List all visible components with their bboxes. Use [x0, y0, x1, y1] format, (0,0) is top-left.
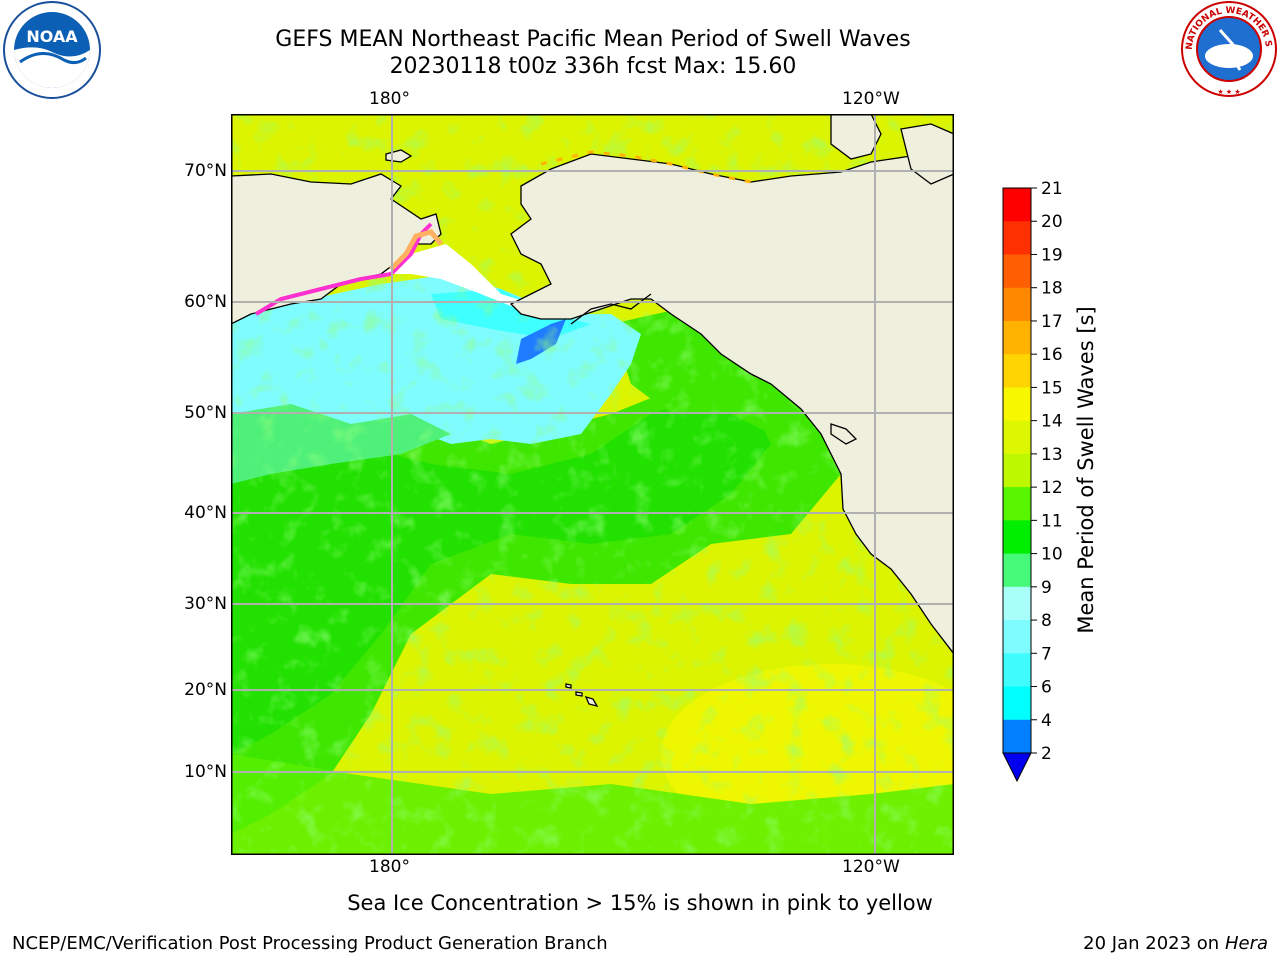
lat-label-50n: 50°N	[184, 403, 227, 423]
map-title: GEFS MEAN Northeast Pacific Mean Period …	[275, 27, 911, 52]
graticule	[231, 114, 954, 855]
colorbar-bin	[1003, 287, 1031, 322]
lat-label-10n: 10°N	[184, 762, 227, 782]
colorbar-bin	[1003, 586, 1031, 621]
sea-ice-note: Sea Ice Concentration > 15% is shown in …	[347, 891, 933, 915]
colorbar-tick-label: 19	[1041, 245, 1063, 265]
map-subtitle: 20230118 t00z 336h fcst Max: 15.60	[389, 54, 797, 79]
colorbar-tick-label: 10	[1041, 545, 1063, 565]
colorbar-under-arrow	[1002, 752, 1032, 783]
lon-label-180-top: 180°	[369, 89, 410, 109]
sea-ice-north	[540, 150, 752, 184]
colorbar-tick-label: 20	[1041, 212, 1063, 232]
colorbar: 21 20 19 18 17 16 15 14 13 12 11 10 9 8 7 6 4 2	[1002, 180, 1063, 783]
colorbar-bin	[1003, 420, 1031, 455]
lat-label-40n: 40°N	[184, 503, 227, 523]
sea-ice-fringe	[389, 229, 443, 271]
footer-left: NCEP/EMC/Verification Post Processing Pr…	[12, 933, 608, 954]
colorbar-bin	[1003, 653, 1031, 688]
colorbar-bin	[1003, 620, 1031, 654]
lat-label-20n: 20°N	[184, 680, 227, 700]
lat-label-60n: 60°N	[184, 292, 227, 312]
land	[231, 114, 954, 708]
footer-host: Hera	[1224, 933, 1268, 954]
lon-label-180-bottom: 180°	[369, 857, 410, 877]
colorbar-tick-label: 7	[1041, 644, 1052, 664]
colorbar-bin	[1003, 320, 1031, 355]
colorbar-tick-label: 9	[1041, 578, 1052, 598]
lon-label-120w-bottom: 120°W	[842, 857, 900, 877]
colorbar-tick-label: 17	[1041, 312, 1063, 332]
colorbar-tick-label: 11	[1041, 511, 1063, 531]
colorbar-tick-label: 2	[1041, 744, 1052, 764]
colorbar-tick-label: 12	[1041, 478, 1063, 498]
colorbar-bin	[1003, 520, 1031, 555]
colorbar-tick-label: 15	[1041, 378, 1063, 398]
colorbar-title: Mean Period of Swell Waves [s]	[1074, 306, 1098, 634]
colorbar-bin	[1003, 354, 1031, 388]
colorbar-tick-label: 8	[1041, 611, 1052, 631]
colorbar-bin	[1003, 254, 1031, 289]
ice-free-gap	[381, 244, 576, 319]
lat-label-30n: 30°N	[184, 594, 227, 614]
noaa-logo-text: NOAA	[26, 27, 78, 46]
colorbar-bin	[1003, 453, 1031, 488]
colorbar-tick-label: 21	[1041, 180, 1063, 199]
noaa-logo-icon: NOAA	[3, 1, 101, 99]
svg-text:★ ★ ★: ★ ★ ★	[1217, 88, 1240, 96]
colorbar-tick-label: 6	[1041, 678, 1052, 698]
map-panel[interactable]	[231, 114, 954, 855]
footer-date: 20 Jan 2023 on	[1083, 933, 1225, 954]
lon-label-120w-top: 120°W	[842, 89, 900, 109]
colorbar-tick-label: 13	[1041, 445, 1063, 465]
colorbar-bin	[1003, 487, 1031, 521]
colorbar-bin	[1003, 188, 1031, 222]
colorbar-bin	[1003, 553, 1031, 588]
colorbar-bin	[1003, 686, 1031, 721]
colorbar-tick-label: 14	[1041, 412, 1063, 432]
colorbar-tick-label: 16	[1041, 345, 1063, 365]
colorbar-tick-label: 18	[1041, 279, 1063, 299]
colorbar-bin	[1003, 387, 1031, 422]
lat-label-70n: 70°N	[184, 161, 227, 181]
footer-right: 20 Jan 2023 on Hera	[1083, 933, 1268, 954]
map-frame	[231, 114, 954, 855]
colorbar-tick-label: 4	[1041, 711, 1052, 731]
colorbar-bin	[1003, 719, 1031, 754]
colorbar-frame	[1002, 187, 1032, 754]
nws-logo-icon: ★ ★ ★ NATIONAL WEATHER SERVICE	[1180, 0, 1277, 97]
colorbar-bin	[1003, 221, 1031, 255]
